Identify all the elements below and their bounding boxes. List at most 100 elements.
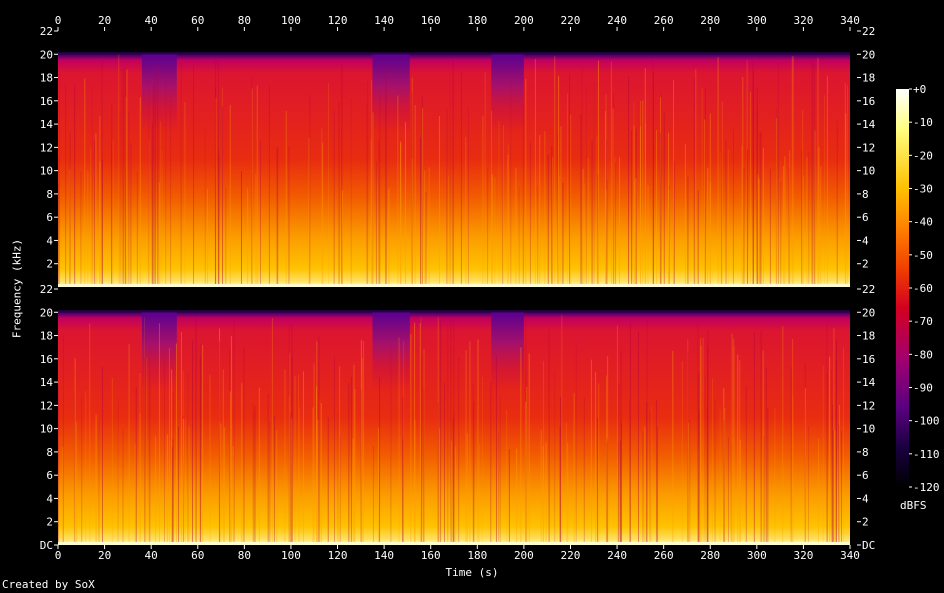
texture-line [254, 405, 256, 545]
texture-line [495, 355, 497, 545]
texture-line [758, 178, 760, 287]
texture-line [58, 156, 60, 287]
x-tick-label: 120 [328, 14, 348, 27]
texture-line [801, 150, 803, 287]
texture-line [65, 84, 67, 287]
x-tick-label: 60 [191, 14, 204, 27]
texture-line [309, 94, 311, 287]
x-tick-label: 320 [793, 549, 813, 562]
x-tick-label: 200 [514, 549, 534, 562]
texture-line [87, 170, 89, 287]
texture-line [271, 318, 273, 545]
texture-line [840, 430, 842, 545]
texture-line [58, 182, 60, 287]
texture-line [707, 167, 709, 287]
texture-line [348, 383, 350, 545]
texture-line [214, 88, 216, 287]
texture-line [375, 161, 377, 287]
x-tick-label: 100 [281, 14, 301, 27]
texture-line [644, 68, 646, 288]
texture-line [404, 122, 406, 288]
dc-band [58, 542, 851, 545]
texture-line [73, 393, 75, 545]
texture-line [540, 429, 542, 545]
texture-line [80, 171, 82, 287]
texture-line [525, 401, 527, 545]
texture-line [506, 409, 508, 545]
texture-line [277, 147, 279, 287]
y-tick-label: DC [862, 539, 875, 552]
texture-line [723, 388, 725, 545]
texture-line [618, 383, 620, 545]
texture-line [822, 365, 824, 545]
texture-line [302, 371, 304, 545]
texture-line [737, 354, 739, 545]
texture-line [294, 376, 296, 545]
texture-line [814, 130, 816, 287]
channel-2-spectrogram [58, 310, 851, 545]
texture-line [90, 147, 92, 287]
texture-line [403, 340, 405, 545]
texture-line [284, 370, 286, 545]
texture-line [84, 78, 86, 288]
texture-line [560, 126, 562, 287]
texture-line [449, 71, 451, 287]
texture-line [557, 133, 559, 287]
texture-line [225, 187, 227, 287]
y-tick-label: 10 [40, 165, 53, 178]
texture-line [791, 57, 793, 287]
colorbar-label: dBFS [900, 499, 927, 512]
texture-line [452, 417, 454, 545]
y-tick-label: 8 [862, 446, 869, 459]
texture-line [774, 408, 776, 545]
texture-line [161, 150, 163, 287]
texture-line [110, 142, 112, 287]
texture-line [700, 345, 702, 545]
quiet-segment [141, 312, 177, 441]
texture-line [341, 65, 343, 287]
texture-line [101, 367, 103, 545]
texture-line [353, 364, 355, 545]
texture-line [789, 150, 791, 287]
y-tick-label: 8 [862, 188, 869, 201]
texture-line [402, 439, 404, 545]
texture-line [605, 111, 607, 287]
texture-line [542, 446, 544, 545]
y-tick-label: 18 [862, 72, 875, 85]
texture-line [777, 61, 779, 288]
texture-line [747, 148, 749, 287]
texture-line [723, 405, 725, 545]
texture-line [581, 68, 583, 287]
colorbar-gradient [896, 89, 909, 487]
texture-line [673, 160, 675, 287]
quiet-segment [491, 312, 524, 441]
texture-line [687, 339, 689, 545]
texture-line [765, 367, 767, 545]
texture-line [687, 351, 689, 545]
texture-line [62, 447, 64, 545]
texture-line [101, 60, 103, 288]
x-tick-label: 260 [654, 549, 674, 562]
texture-line [806, 157, 808, 287]
texture-line [818, 147, 820, 287]
x-tick-label: 280 [700, 549, 720, 562]
y-tick-label: 20 [862, 306, 875, 319]
texture-line [385, 98, 387, 288]
texture-line [437, 317, 439, 545]
quiet-segment [372, 312, 410, 441]
texture-line [128, 111, 130, 287]
texture-line [640, 101, 642, 287]
spectrogram-body [58, 312, 851, 545]
x-tick-label: 340 [840, 549, 860, 562]
texture-line [808, 426, 810, 545]
texture-line [529, 142, 531, 287]
texture-line [321, 128, 323, 287]
colorbar-tick-label: -10 [913, 116, 933, 129]
texture-line [317, 419, 319, 545]
texture-line [291, 418, 293, 545]
texture-line [647, 185, 649, 287]
texture-line [215, 58, 217, 288]
texture-line [410, 334, 412, 545]
y-tick-label: 6 [862, 211, 869, 224]
texture-line [792, 394, 794, 545]
